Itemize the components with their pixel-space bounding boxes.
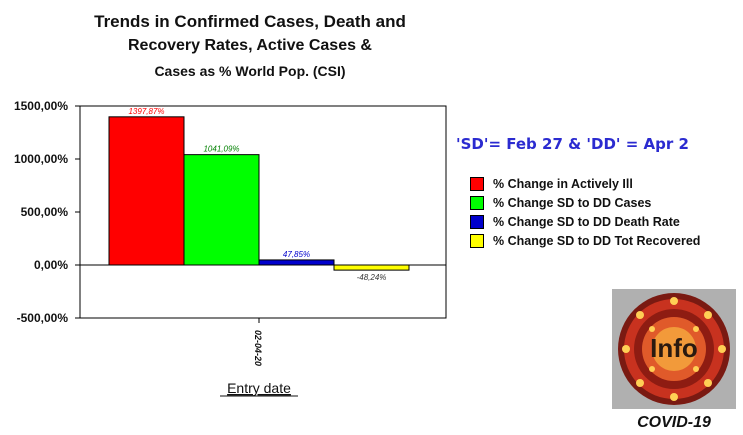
covid-label: COVID-19 [637,414,711,431]
chart-legend: % Change in Actively Ill % Change SD to D… [470,174,700,250]
x-axis-label: Entry date [227,380,291,396]
legend-swatch [470,195,484,210]
date-range-note: 'SD'= Feb 27 & 'DD' = Apr 2 [456,135,689,153]
legend-item: % Change SD to DD Tot Recovered [470,231,700,250]
bar-data-label: -48,24% [357,273,387,282]
legend-label: % Change SD to DD Tot Recovered [493,233,701,248]
y-tick-label: 0,00% [34,258,68,272]
chart-title-line-2: Recovery Rates, Active Cases & [128,37,372,54]
y-tick-label: 1500,00% [14,99,68,113]
covid-logo: Info [612,289,736,409]
y-tick-label: 1000,00% [14,152,68,166]
legend-swatch [470,176,484,191]
y-tick-label: -500,00% [17,311,69,325]
bar-data-label: 1397,87% [128,107,164,116]
legend-label: % Change SD to DD Death Rate [493,214,680,229]
legend-label: % Change in Actively Ill [493,176,633,191]
legend-item: % Change SD to DD Cases [470,193,700,212]
bar-data-label: 47,85% [283,250,310,259]
legend-swatch [470,214,484,229]
logo-text: Info [650,333,698,363]
bar [333,264,410,271]
legend-item: % Change in Actively Ill [470,174,700,193]
y-tick-label: 500,00% [21,205,69,219]
legend-label: % Change SD to DD Cases [493,195,652,210]
legend-item: % Change SD to DD Death Rate [470,212,700,231]
legend-swatch [470,233,484,248]
chart-title-line-3: Cases as % World Pop. (CSI) [154,63,346,79]
chart-title-line-1: Trends in Confirmed Cases, Death and [94,12,406,31]
bar [258,259,335,266]
bar [183,154,260,266]
covid-virus-icon [618,293,730,405]
bar [108,116,185,266]
bar-data-label: 1041,09% [203,145,239,154]
x-tick-label: 02-04-20 [253,330,263,366]
